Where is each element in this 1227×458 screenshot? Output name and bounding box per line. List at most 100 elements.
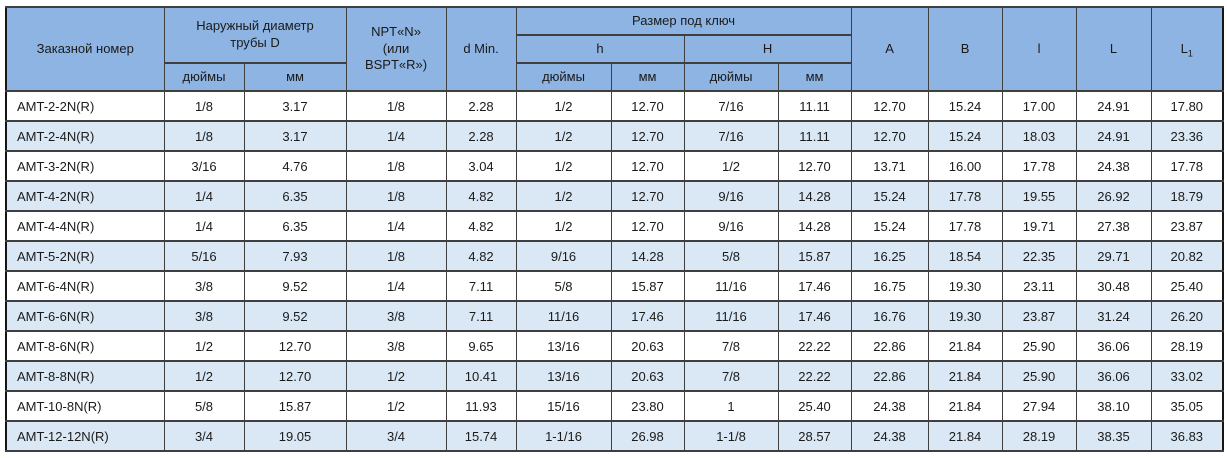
cell-h-inches: 9/16 [515,240,612,272]
cell-npt: 1/2 [345,390,447,422]
cell-a: 16.75 [850,270,929,302]
cell-l1: 33.02 [1150,360,1224,392]
cell-h-mm: 12.70 [610,210,685,242]
cell-hh-mm: 14.28 [777,210,852,242]
cell-hh-inches: 1 [683,390,779,422]
cell-h-inches: 15/16 [515,390,612,422]
cell-hh-inches: 9/16 [683,180,779,212]
cell-hh-inches: 9/16 [683,210,779,242]
cell-d-mm: 12.70 [243,360,347,392]
cell-h-mm: 20.63 [610,360,685,392]
cell-order-number: AMT-5-2N(R) [5,240,165,272]
cell-b: 19.30 [927,270,1003,302]
cell-h-mm: 14.28 [610,240,685,272]
cell-a: 12.70 [850,90,929,122]
cell-h-mm: 17.46 [610,300,685,332]
cell-order-number: AMT-8-8N(R) [5,360,165,392]
spec-table: Заказной номер Наружный диаметр трубы D … [5,6,1225,452]
cell-h-mm: 26.98 [610,420,685,452]
cell-npt: 3/8 [345,330,447,362]
cell-d-mm: 7.93 [243,240,347,272]
cell-npt: 1/8 [345,240,447,272]
table-row: AMT-8-8N(R) 1/2 12.70 1/2 10.41 13/16 20… [5,360,1224,392]
cell-d-mm: 3.17 [243,120,347,152]
cell-d-min: 7.11 [445,270,517,302]
cell-b: 17.78 [927,210,1003,242]
col-header-hh-mm: мм [777,62,852,92]
cell-hh-inches: 7/8 [683,360,779,392]
cell-a: 24.38 [850,420,929,452]
cell-order-number: AMT-4-4N(R) [5,210,165,242]
cell-l-upper: 36.06 [1075,360,1152,392]
cell-order-number: AMT-6-6N(R) [5,300,165,332]
outer-diameter-line1: Наружный диаметр [196,18,314,34]
cell-h-inches: 5/8 [515,270,612,302]
cell-h-mm: 12.70 [610,120,685,152]
cell-b: 21.84 [927,330,1003,362]
table-header: Заказной номер Наружный диаметр трубы D … [5,6,1224,92]
cell-d-mm: 12.70 [243,330,347,362]
col-header-h-inches: дюймы [515,62,612,92]
cell-l1: 23.36 [1150,120,1224,152]
cell-hh-mm: 22.22 [777,330,852,362]
cell-d-inches: 1/2 [163,360,245,392]
cell-order-number: AMT-3-2N(R) [5,150,165,182]
cell-order-number: AMT-12-12N(R) [5,420,165,452]
col-header-order-number: Заказной номер [5,6,165,92]
cell-hh-mm: 17.46 [777,270,852,302]
table-row: AMT-5-2N(R) 5/16 7.93 1/8 4.82 9/16 14.2… [5,240,1224,272]
cell-d-inches: 1/8 [163,90,245,122]
cell-d-mm: 9.52 [243,270,347,302]
cell-h-mm: 12.70 [610,90,685,122]
cell-b: 15.24 [927,90,1003,122]
cell-hh-mm: 11.11 [777,90,852,122]
cell-d-min: 4.82 [445,180,517,212]
cell-hh-mm: 25.40 [777,390,852,422]
cell-l-lower: 19.55 [1001,180,1077,212]
cell-h-mm: 12.70 [610,180,685,212]
col-header-a: A [850,6,929,92]
cell-l-upper: 31.24 [1075,300,1152,332]
cell-a: 22.86 [850,360,929,392]
cell-h-inches: 13/16 [515,330,612,362]
cell-h-mm: 20.63 [610,330,685,362]
cell-l-upper: 26.92 [1075,180,1152,212]
cell-d-inches: 5/16 [163,240,245,272]
cell-npt: 3/8 [345,300,447,332]
cell-d-inches: 1/4 [163,180,245,212]
cell-l-lower: 23.87 [1001,300,1077,332]
l1-base: L [1180,40,1188,56]
cell-l1: 17.78 [1150,150,1224,182]
cell-hh-inches: 5/8 [683,240,779,272]
cell-d-inches: 3/4 [163,420,245,452]
cell-d-min: 2.28 [445,90,517,122]
cell-h-inches: 1/2 [515,120,612,152]
col-header-hh-inches: дюймы [683,62,779,92]
col-header-npt: NPT«N» (или BSPT«R») [345,6,447,92]
table-row: AMT-10-8N(R) 5/8 15.87 1/2 11.93 15/16 2… [5,390,1224,422]
cell-h-inches: 1/2 [515,210,612,242]
col-header-l1: L1 [1150,6,1224,92]
table-row: AMT-6-6N(R) 3/8 9.52 3/8 7.11 11/16 17.4… [5,300,1224,332]
cell-d-min: 2.28 [445,120,517,152]
cell-a: 16.76 [850,300,929,332]
cell-hh-mm: 15.87 [777,240,852,272]
cell-hh-inches: 7/8 [683,330,779,362]
cell-h-mm: 15.87 [610,270,685,302]
cell-d-inches: 3/16 [163,150,245,182]
cell-b: 21.84 [927,390,1003,422]
col-header-outer-diameter: Наружный диаметр трубы D [163,6,347,64]
col-header-wrench-size: Размер под ключ [515,6,852,36]
cell-d-min: 10.41 [445,360,517,392]
cell-hh-inches: 11/16 [683,300,779,332]
cell-l-lower: 17.00 [1001,90,1077,122]
cell-d-min: 9.65 [445,330,517,362]
col-header-d-inches: дюймы [163,62,245,92]
cell-d-inches: 1/8 [163,120,245,152]
cell-order-number: AMT-2-4N(R) [5,120,165,152]
outer-diameter-line2: трубы D [230,35,280,50]
col-header-b: B [927,6,1003,92]
cell-l1: 18.79 [1150,180,1224,212]
col-header-d-min: d Min. [445,6,517,92]
cell-b: 16.00 [927,150,1003,182]
